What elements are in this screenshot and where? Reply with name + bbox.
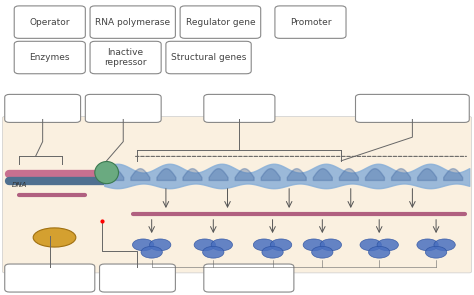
Ellipse shape <box>312 246 333 258</box>
FancyBboxPatch shape <box>5 94 81 122</box>
FancyBboxPatch shape <box>14 41 85 74</box>
Ellipse shape <box>369 246 390 258</box>
Ellipse shape <box>141 246 162 258</box>
Text: DNA: DNA <box>12 182 27 188</box>
Text: Operator: Operator <box>29 18 70 27</box>
Text: RNA polymerase: RNA polymerase <box>95 18 170 27</box>
FancyBboxPatch shape <box>204 264 294 292</box>
Text: Inactive
repressor: Inactive repressor <box>104 48 147 67</box>
Ellipse shape <box>270 239 292 251</box>
FancyBboxPatch shape <box>90 41 161 74</box>
Ellipse shape <box>360 239 381 251</box>
Ellipse shape <box>417 239 438 251</box>
Ellipse shape <box>194 239 215 251</box>
Text: Promoter: Promoter <box>290 18 331 27</box>
FancyBboxPatch shape <box>166 41 251 74</box>
Ellipse shape <box>253 239 274 251</box>
FancyBboxPatch shape <box>275 6 346 38</box>
Text: Structural genes: Structural genes <box>171 53 246 62</box>
Ellipse shape <box>377 239 398 251</box>
Ellipse shape <box>320 239 341 251</box>
Text: Enzymes: Enzymes <box>29 53 70 62</box>
Ellipse shape <box>211 239 232 251</box>
Ellipse shape <box>33 228 76 247</box>
Ellipse shape <box>262 246 283 258</box>
FancyBboxPatch shape <box>100 264 175 292</box>
FancyBboxPatch shape <box>204 94 275 122</box>
FancyBboxPatch shape <box>5 264 95 292</box>
FancyBboxPatch shape <box>356 94 469 122</box>
Ellipse shape <box>132 239 154 251</box>
Ellipse shape <box>434 239 455 251</box>
FancyBboxPatch shape <box>180 6 261 38</box>
FancyBboxPatch shape <box>2 117 472 273</box>
Ellipse shape <box>95 162 118 183</box>
Ellipse shape <box>203 246 224 258</box>
FancyBboxPatch shape <box>85 94 161 122</box>
Ellipse shape <box>426 246 447 258</box>
FancyBboxPatch shape <box>90 6 175 38</box>
Ellipse shape <box>150 239 171 251</box>
Ellipse shape <box>303 239 324 251</box>
FancyBboxPatch shape <box>14 6 85 38</box>
Text: Regulator gene: Regulator gene <box>186 18 255 27</box>
